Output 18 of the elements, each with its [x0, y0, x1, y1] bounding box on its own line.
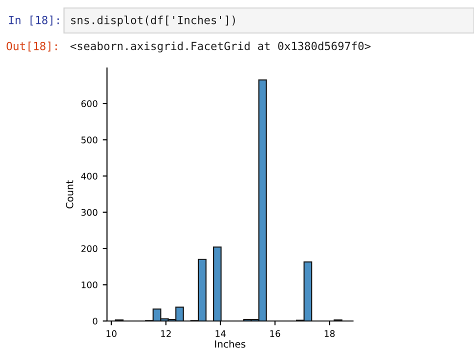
y-tick-label: 300	[81, 208, 98, 216]
y-axis-title: Count	[66, 180, 74, 208]
x-tick-label: 14	[216, 330, 226, 337]
x-tick-label: 16	[270, 330, 280, 338]
y-tick-label: 400	[81, 172, 98, 180]
y-tick-label: 0	[92, 318, 98, 325]
y-tick-label: 500	[81, 136, 98, 144]
x-tick-label: 18	[324, 330, 335, 338]
x-tick-label: 10	[106, 330, 117, 338]
x-axis-title: Inches	[215, 340, 246, 348]
y-tick-label: 600	[81, 100, 98, 108]
text: sns.displot(df['Inches'])	[71, 16, 235, 26]
text: In [18]:	[9, 16, 59, 26]
text: Out[18]:	[6, 42, 57, 52]
y-tick-label: 100	[82, 281, 98, 288]
y-tick-label: 200	[81, 245, 98, 252]
text: <seaborn.axisgrid.FacetGrid at 0x1380d5697f0>	[70, 42, 371, 52]
x-tick-label: 12	[161, 330, 171, 337]
